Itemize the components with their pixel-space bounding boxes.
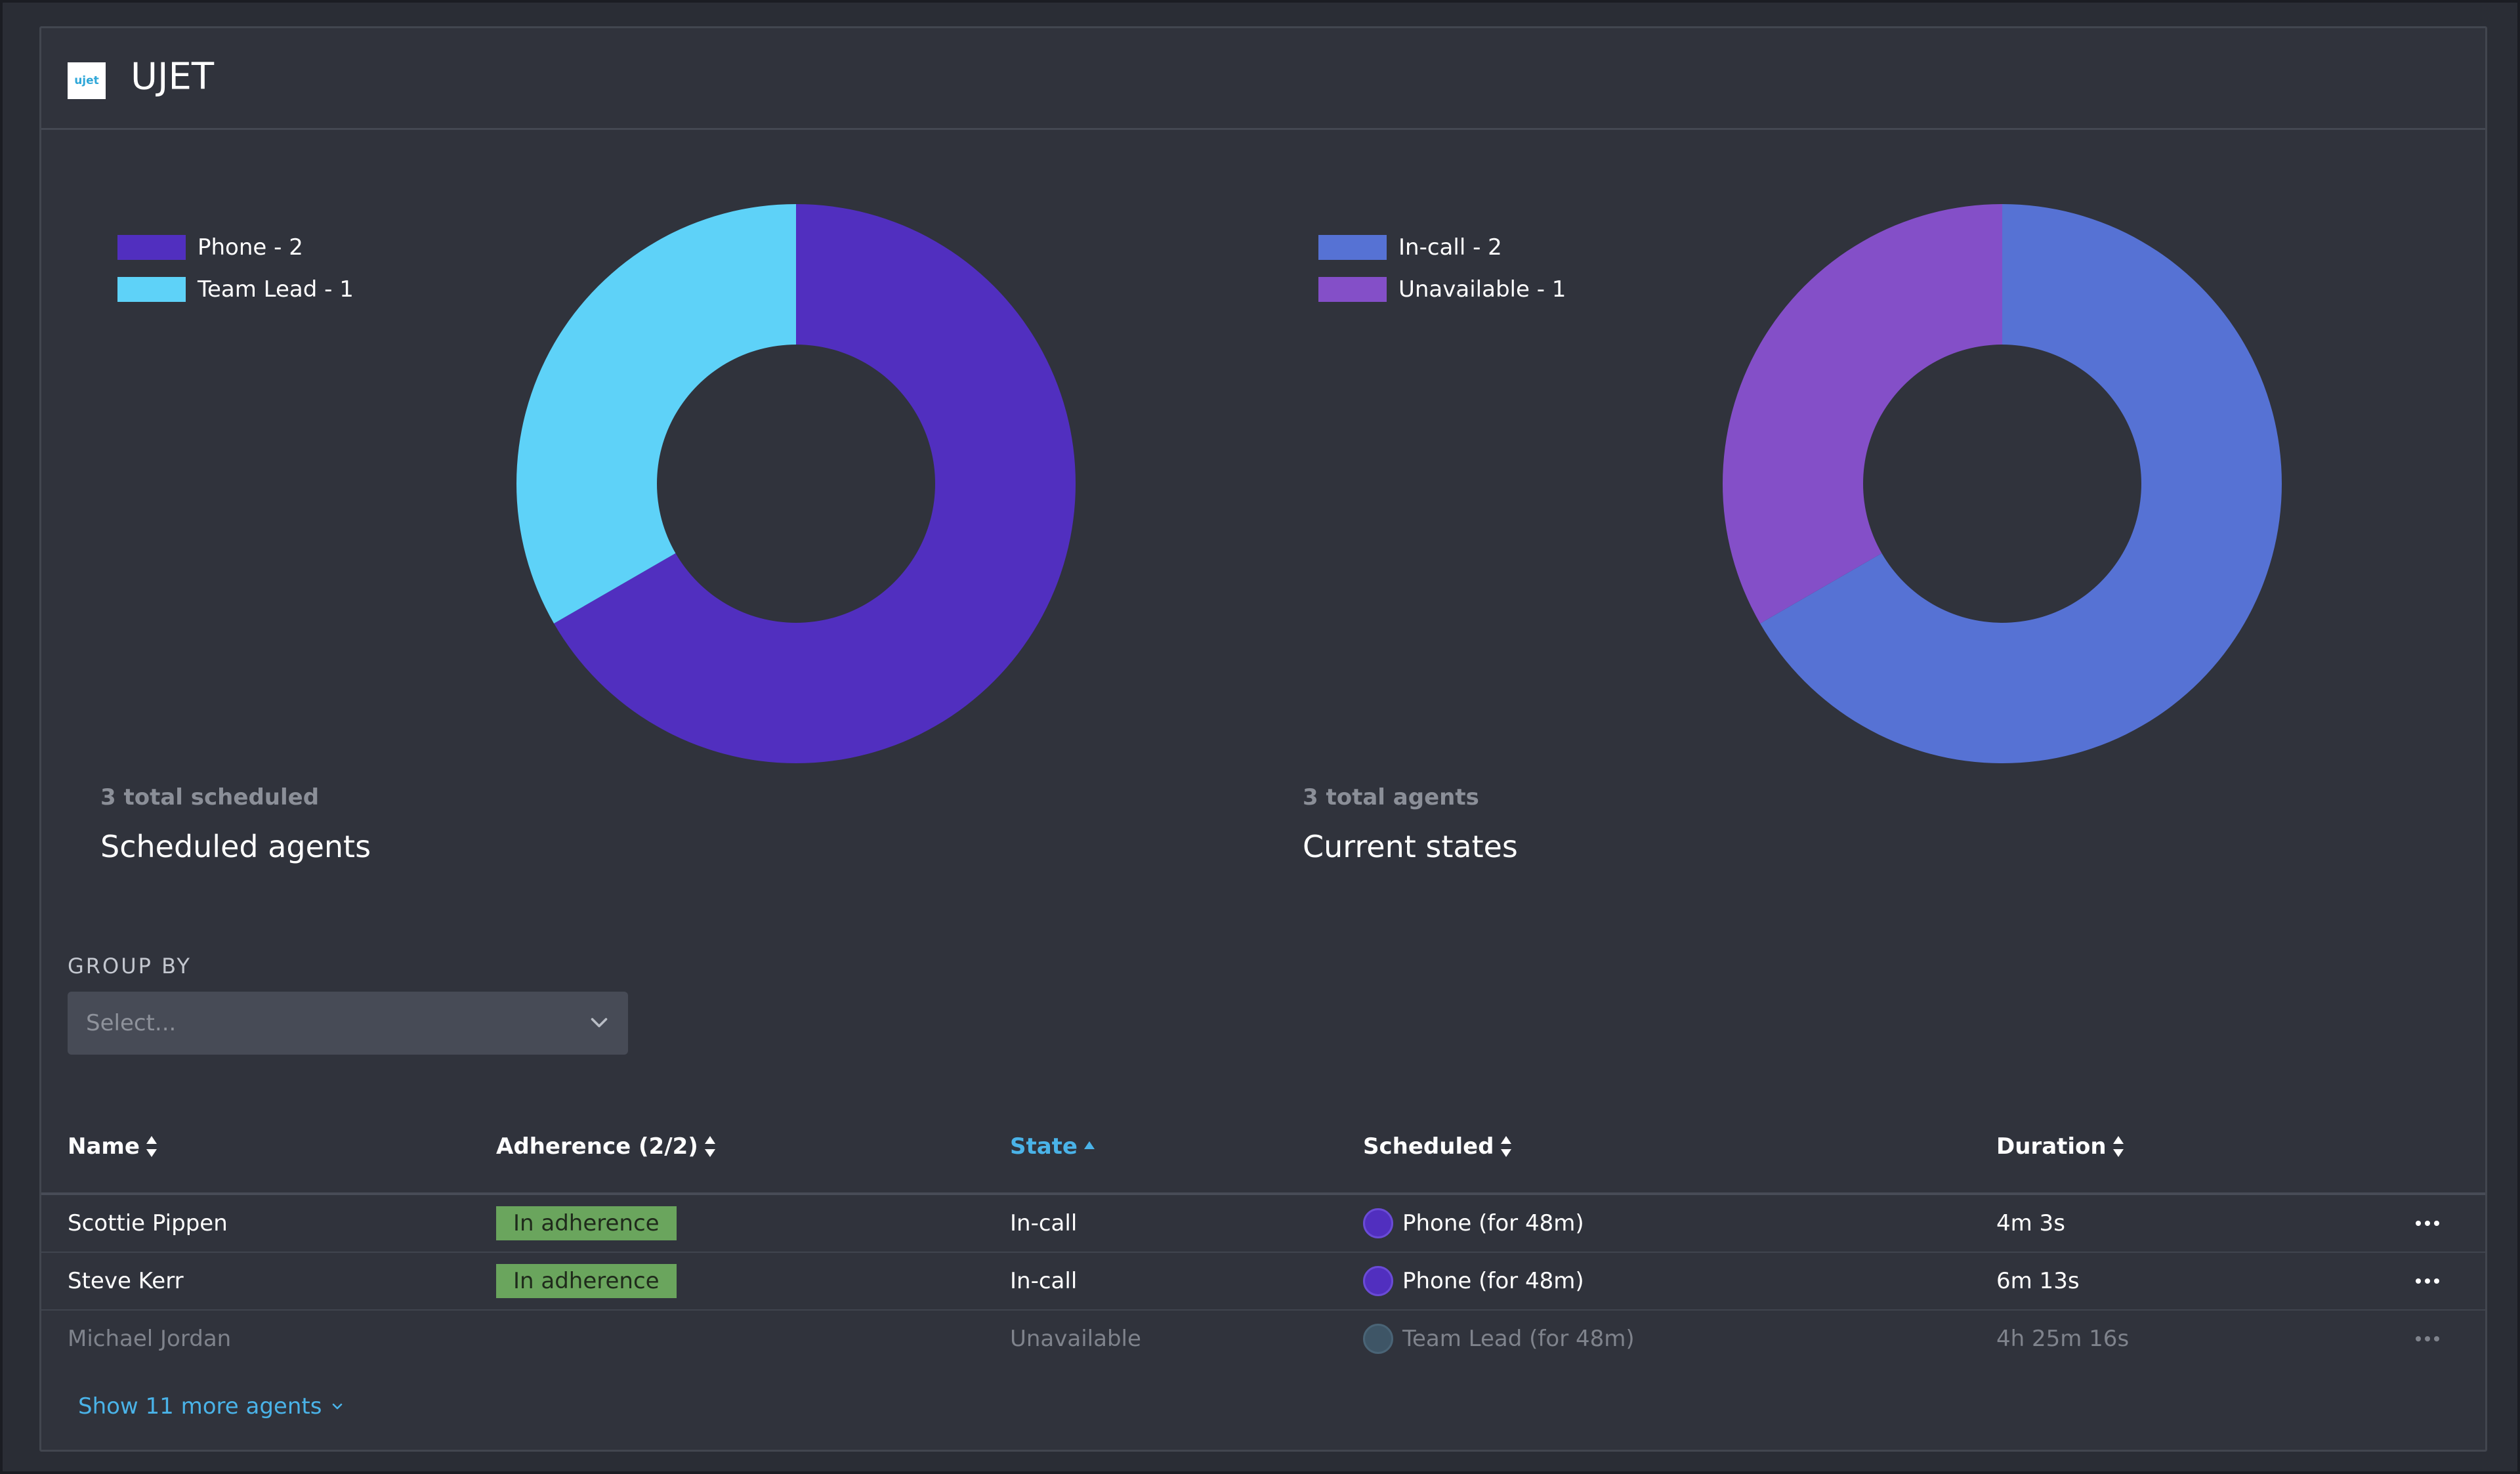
table-header: Name Adherence (2/2) State xyxy=(41,1101,2485,1195)
show-more-agents-link[interactable]: Show 11 more agents xyxy=(78,1393,345,1420)
donut-slice-phone[interactable] xyxy=(554,204,1076,763)
donut-chart xyxy=(1723,204,2282,763)
table-row[interactable]: Steve Kerr In adherence In-call Phone (f… xyxy=(41,1253,2485,1311)
group-by-select[interactable]: Select... xyxy=(68,992,628,1055)
agent-name: Steve Kerr xyxy=(68,1268,184,1294)
column-header-scheduled[interactable]: Scheduled xyxy=(1363,1133,1513,1160)
agent-name: Michael Jordan xyxy=(68,1326,232,1352)
legend-label: Phone - 2 xyxy=(198,234,303,261)
scheduled-cell: Phone (for 48m) xyxy=(1363,1266,1584,1296)
scheduled-agents-chart: Phone - 2 Team Lead - 1 3 total schedule… xyxy=(41,128,1223,916)
column-label: Duration xyxy=(1996,1133,2107,1160)
duration-cell: 4h 25m 16s xyxy=(1996,1326,2130,1352)
legend-swatch xyxy=(117,277,186,302)
phone-status-dot xyxy=(1363,1266,1393,1296)
chevron-down-icon xyxy=(333,1403,343,1410)
team-lead-status-dot xyxy=(1363,1324,1393,1354)
more-options-icon[interactable] xyxy=(2416,1221,2439,1226)
adherence-cell: In adherence xyxy=(496,1264,677,1298)
legend-item-team-lead[interactable]: Team Lead - 1 xyxy=(117,268,354,310)
scheduled-cell: Phone (for 48m) xyxy=(1363,1208,1584,1238)
state-cell: Unavailable xyxy=(1010,1326,1141,1352)
legend-swatch xyxy=(1318,277,1387,302)
column-header-duration[interactable]: Duration xyxy=(1996,1133,2125,1160)
column-label: Scheduled xyxy=(1363,1133,1494,1160)
sort-icon xyxy=(1500,1136,1511,1157)
adherence-badge: In adherence xyxy=(496,1264,677,1298)
more-options-icon[interactable] xyxy=(2416,1278,2439,1284)
header: ujet UJET xyxy=(41,28,2485,130)
legend-item-in-call[interactable]: In-call - 2 xyxy=(1318,226,1566,268)
legend-label: In-call - 2 xyxy=(1398,234,1502,261)
table-row[interactable]: Scottie Pippen In adherence In-call Phon… xyxy=(41,1195,2485,1253)
phone-status-dot xyxy=(1363,1208,1393,1238)
dashboard-panel: ujet UJET Phone - 2 Team Lead - 1 3 tota… xyxy=(39,26,2487,1452)
donut-slice-team-lead[interactable] xyxy=(516,204,796,623)
scheduled-label: Phone (for 48m) xyxy=(1402,1268,1584,1294)
legend-item-phone[interactable]: Phone - 2 xyxy=(117,226,354,268)
state-cell: In-call xyxy=(1010,1268,1078,1294)
chevron-down-icon xyxy=(591,1018,608,1028)
legend-swatch xyxy=(117,235,186,260)
agent-name: Scottie Pippen xyxy=(68,1210,228,1236)
duration-cell: 4m 3s xyxy=(1996,1210,2065,1236)
legend-item-unavailable[interactable]: Unavailable - 1 xyxy=(1318,268,1566,310)
legend-label: Unavailable - 1 xyxy=(1398,276,1566,303)
state-cell: In-call xyxy=(1010,1210,1078,1236)
chart-subtitle: 3 total scheduled xyxy=(100,784,320,811)
donut-chart xyxy=(516,204,1076,763)
sort-icon xyxy=(704,1136,715,1157)
donut-slice-in-call[interactable] xyxy=(1760,204,2282,763)
scheduled-label: Team Lead (for 48m) xyxy=(1402,1326,1635,1352)
select-placeholder: Select... xyxy=(86,1010,177,1036)
chart-title: Scheduled agents xyxy=(100,829,371,864)
chart-legend: In-call - 2 Unavailable - 1 xyxy=(1318,226,1566,310)
adherence-badge: In adherence xyxy=(496,1206,677,1240)
column-header-adherence[interactable]: Adherence (2/2) xyxy=(496,1133,717,1160)
sort-icon xyxy=(2112,1136,2124,1157)
current-states-chart: In-call - 2 Unavailable - 1 3 total agen… xyxy=(1244,128,2425,916)
page-title: UJET xyxy=(131,55,215,98)
column-label: Adherence (2/2) xyxy=(496,1133,698,1160)
adherence-cell: In adherence xyxy=(496,1206,677,1240)
sort-ascending-icon xyxy=(1084,1141,1095,1149)
column-header-name[interactable]: Name xyxy=(68,1133,158,1160)
donut-slice-unavailable[interactable] xyxy=(1723,204,2002,623)
show-more-label: Show 11 more agents xyxy=(78,1393,322,1420)
duration-cell: 6m 13s xyxy=(1996,1268,2080,1294)
sort-icon xyxy=(146,1136,157,1157)
scheduled-cell: Team Lead (for 48m) xyxy=(1363,1324,1635,1354)
table-row[interactable]: Michael Jordan Unavailable Team Lead (fo… xyxy=(41,1311,2485,1367)
column-label: Name xyxy=(68,1133,140,1160)
column-header-state[interactable]: State xyxy=(1010,1133,1096,1160)
scheduled-label: Phone (for 48m) xyxy=(1402,1210,1584,1236)
column-label: State xyxy=(1010,1133,1078,1160)
more-options-icon[interactable] xyxy=(2416,1336,2439,1341)
chart-subtitle: 3 total agents xyxy=(1303,784,1479,811)
group-by-label: GROUP BY xyxy=(68,954,192,979)
legend-label: Team Lead - 1 xyxy=(198,276,354,303)
ujet-logo: ujet xyxy=(68,62,106,99)
agents-table: Name Adherence (2/2) State xyxy=(41,1101,2485,1367)
chart-legend: Phone - 2 Team Lead - 1 xyxy=(117,226,354,310)
chart-title: Current states xyxy=(1303,829,1518,864)
legend-swatch xyxy=(1318,235,1387,260)
